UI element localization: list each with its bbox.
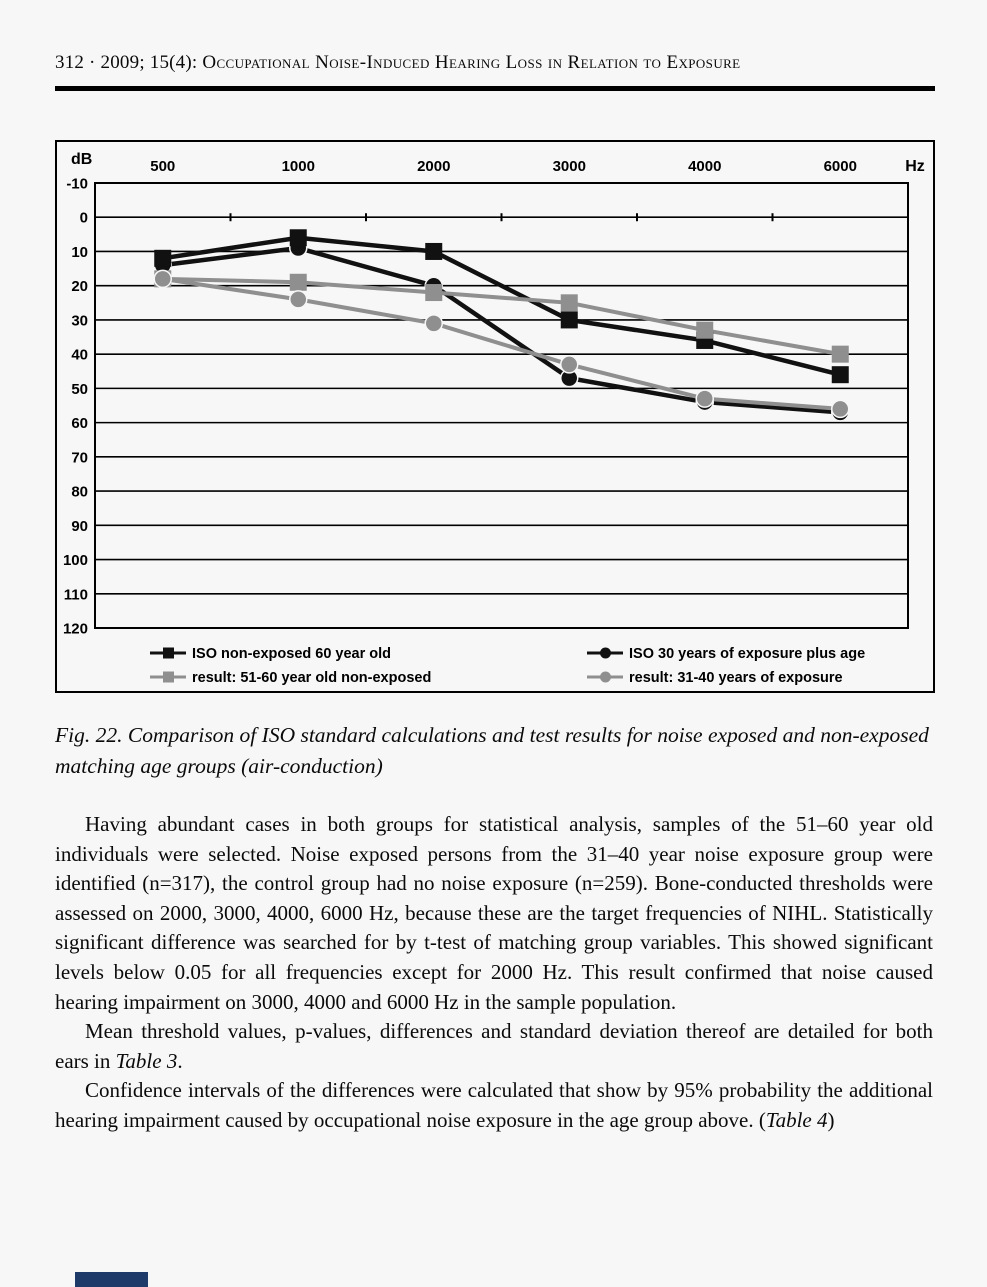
chart-legend: ISO non-exposed 60 year old result: 51-60…: [150, 646, 865, 686]
square-marker: [289, 273, 307, 291]
x-tick-label: 3000: [553, 158, 586, 175]
y-tick-label: 90: [71, 518, 88, 535]
square-marker: [696, 321, 714, 339]
y-axis-unit-label: dB: [71, 151, 92, 168]
running-header: 312 · 2009; 15(4): Occupational Noise-In…: [55, 52, 935, 74]
body-text: Having abundant cases in both groups for…: [55, 810, 933, 1136]
y-tick-label: 10: [71, 244, 88, 261]
square-marker: [289, 229, 307, 247]
circle-marker: [560, 355, 579, 374]
paragraph: Mean threshold values, p-values, differe…: [55, 1019, 933, 1073]
paragraph: Confidence intervals of the differences …: [55, 1078, 933, 1132]
y-tick-label: 100: [63, 552, 88, 569]
plot-frame: [94, 182, 909, 629]
y-tick-label: 30: [71, 312, 88, 329]
y-tick-label: 50: [71, 381, 88, 398]
x-tick-label: 6000: [824, 158, 857, 175]
y-tick-label: 40: [71, 347, 88, 364]
header-rule: [55, 86, 935, 91]
square-marker: [560, 311, 578, 329]
x-axis-labels: 500 1000 2000 3000 4000 6000: [150, 158, 857, 175]
legend-label: result: 51-60 year old non-exposed: [192, 670, 431, 686]
circle-marker: [153, 269, 172, 289]
square-marker: [831, 366, 849, 384]
y-tick-label: 20: [71, 278, 88, 295]
header-citation: 312 · 2009; 15(4):: [55, 52, 203, 73]
y-tick-label: -10: [66, 176, 88, 193]
audiogram-figure: dB Hz 500 1000 2000 3000 4000 6000 -10 0 10 20 30 40 5…: [55, 140, 935, 693]
legend-label: ISO 30 years of exposure plus age: [629, 646, 865, 662]
figure-caption: Fig. 22. Comparison of ISO standard calc…: [55, 723, 929, 778]
x-tick-label: 2000: [417, 158, 450, 175]
series-line: [162, 276, 841, 411]
audiogram-chart: dB Hz 500 1000 2000 3000 4000 6000 -10 0 10 20 30 40 5…: [63, 151, 925, 686]
bottom-left-navy-bar: [75, 1272, 148, 1287]
paragraph: Having abundant cases in both groups for…: [55, 812, 933, 1014]
circle-marker: [695, 389, 714, 408]
legend-circle-marker: [600, 671, 611, 683]
square-marker: [560, 294, 578, 312]
y-tick-label: 80: [71, 484, 88, 501]
series-markers: [153, 269, 850, 419]
legend-square-marker: [163, 647, 174, 659]
y-tick-label: 70: [71, 449, 88, 466]
y-tick-label: 0: [80, 210, 88, 227]
series-line: [162, 235, 841, 377]
x-tick-label: 1000: [282, 158, 315, 175]
x-tick-label: 500: [150, 158, 175, 175]
y-tick-label: 60: [71, 415, 88, 432]
circle-marker: [424, 314, 443, 333]
legend-label: result: 31-40 years of exposure: [629, 670, 843, 686]
square-marker: [831, 345, 849, 363]
square-marker: [154, 249, 172, 267]
y-axis-labels: -10 0 10 20 30 40 50 60 70 80 90 100 110 120: [63, 176, 88, 638]
x-tick-label: 4000: [688, 158, 721, 175]
legend-square-marker: [163, 671, 174, 683]
series-line: [162, 245, 841, 415]
legend-circle-marker: [600, 647, 611, 659]
square-marker: [425, 284, 443, 302]
series-line: [162, 276, 841, 357]
circle-marker: [289, 290, 308, 309]
square-marker: [425, 242, 443, 260]
legend-label: ISO non-exposed 60 year old: [192, 646, 391, 662]
y-tick-label: 120: [63, 621, 88, 638]
y-tick-label: 110: [64, 586, 88, 603]
header-title: Occupational Noise-Induced Hearing Loss …: [202, 52, 741, 73]
series-markers: [154, 270, 849, 363]
circle-marker: [831, 399, 850, 419]
x-axis-unit-label: Hz: [905, 158, 925, 175]
